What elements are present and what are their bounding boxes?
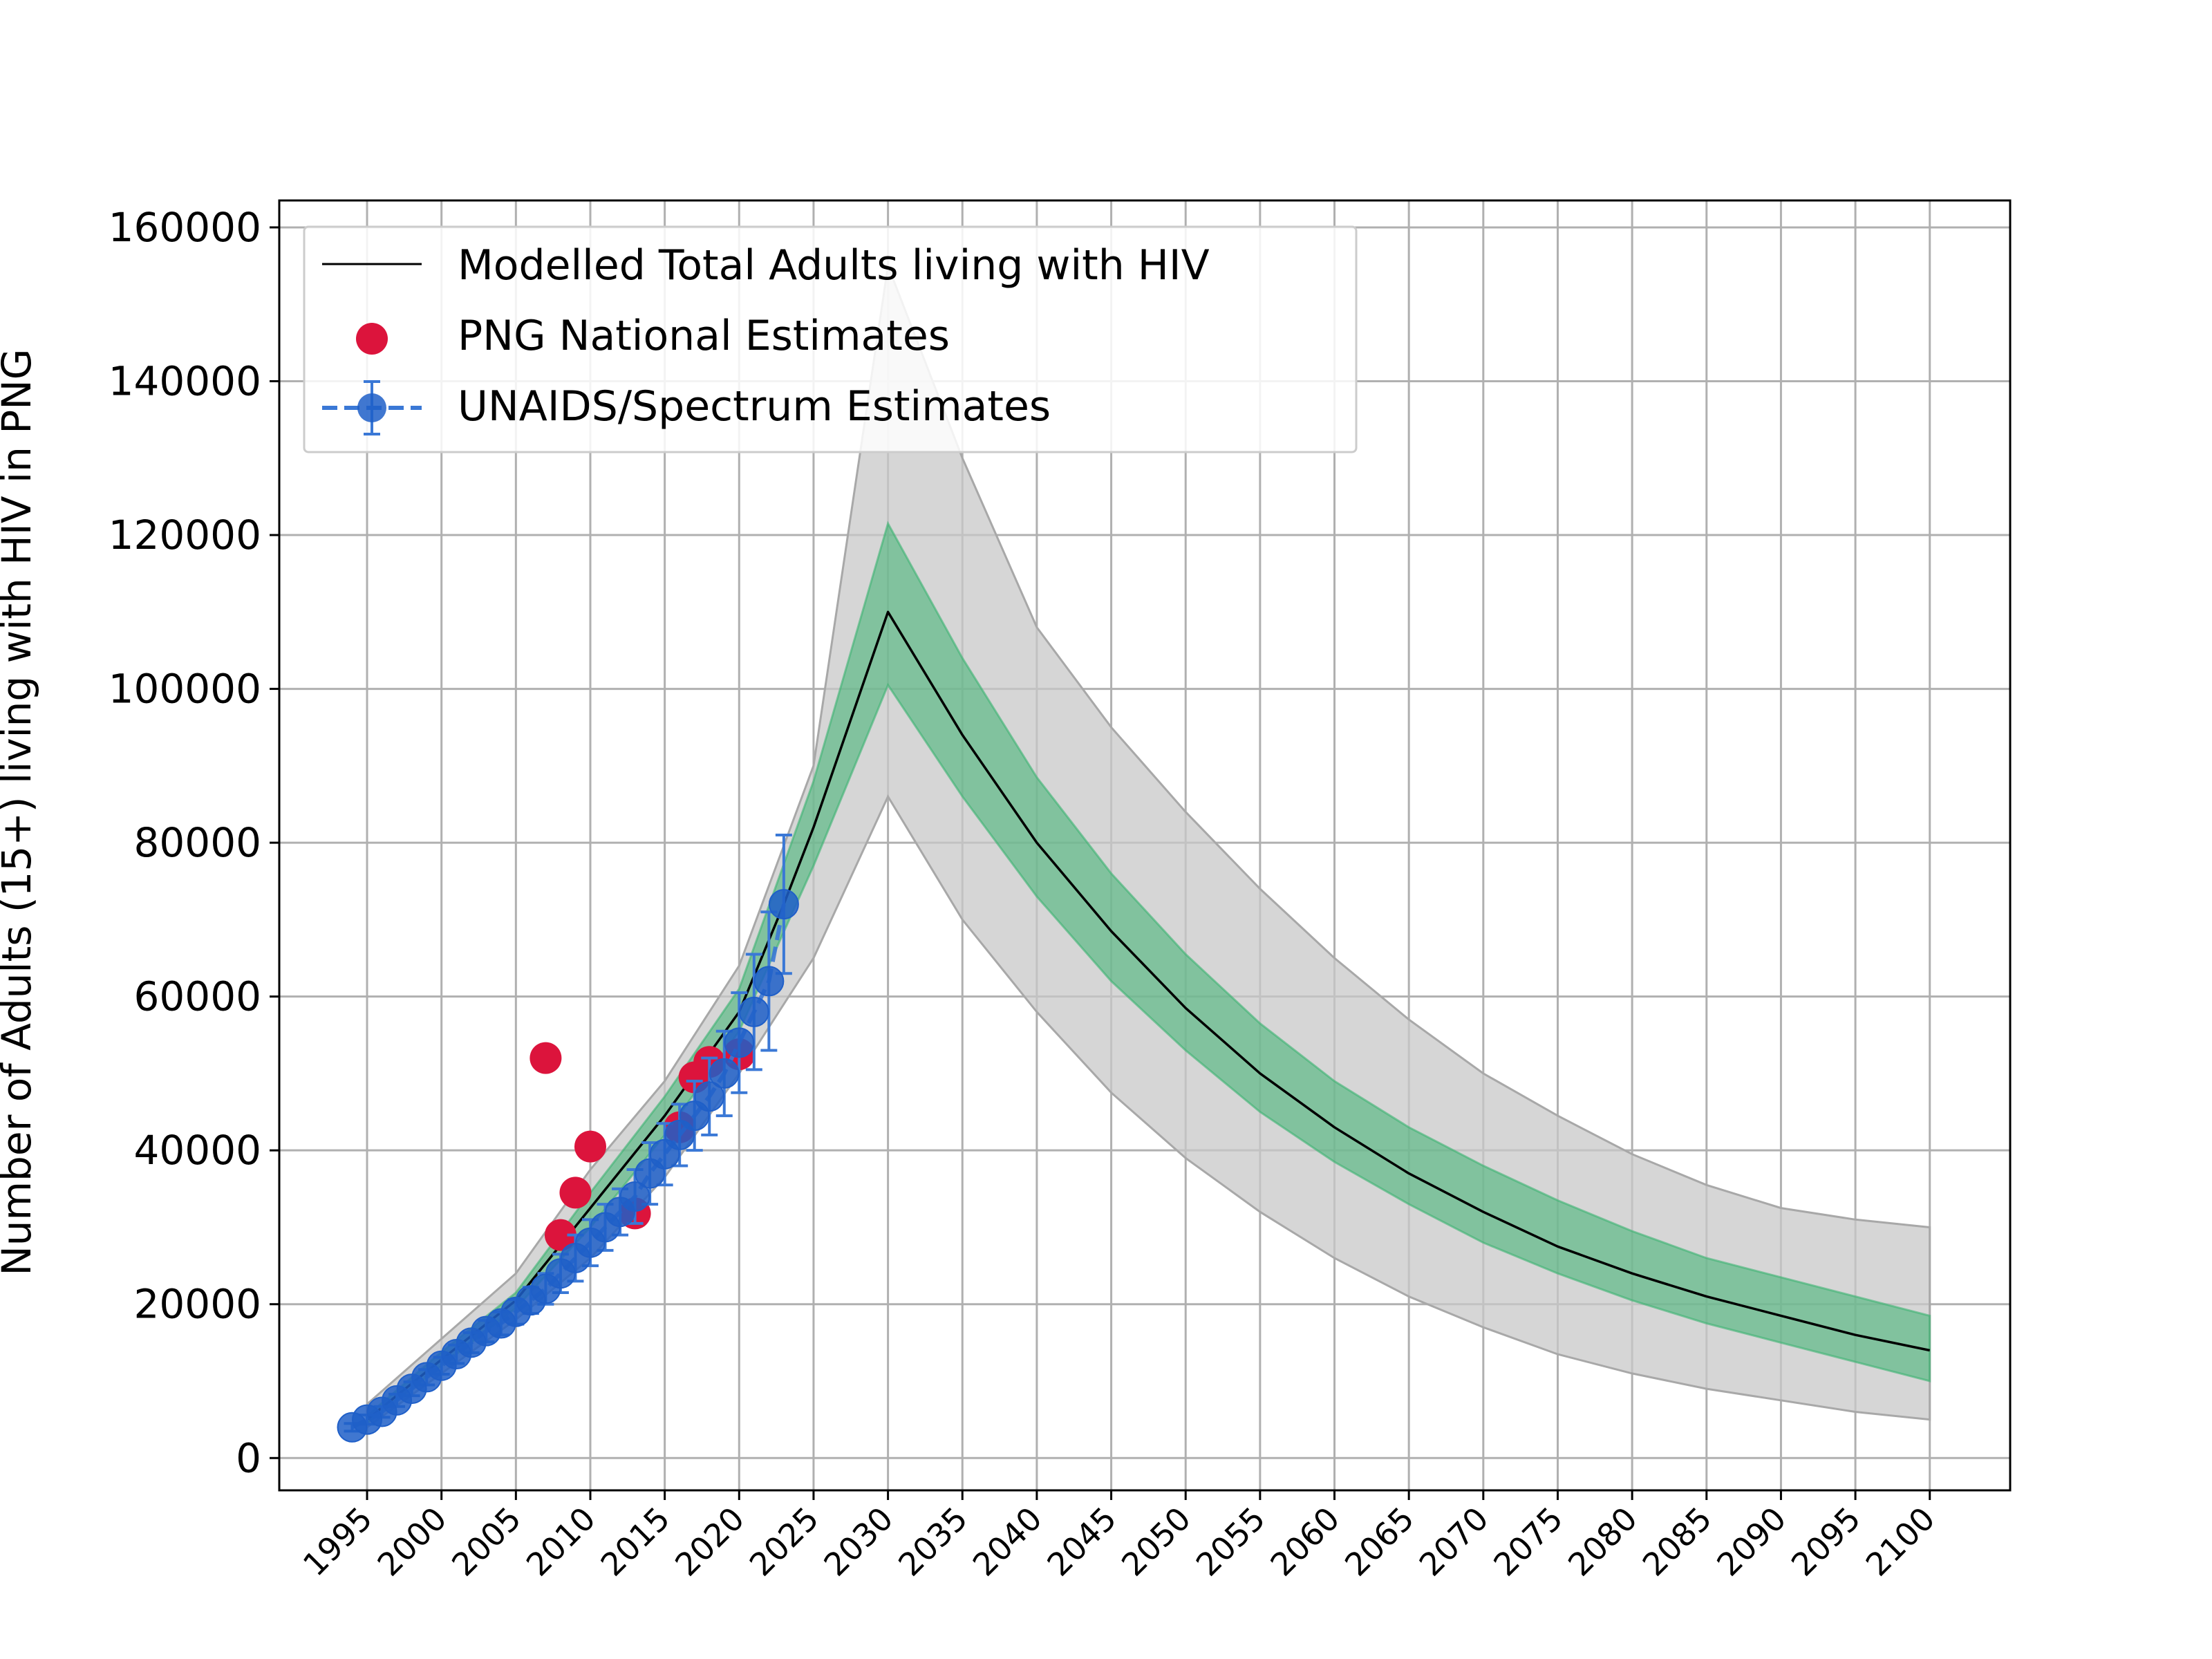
png-estimate-point (529, 1042, 562, 1074)
unaids-estimate-point (619, 1181, 650, 1212)
plot-frame (278, 199, 2012, 1492)
y-axis-ticks: 0 20000 40000 60000 80000 100000 120000 140000 1… (109, 204, 279, 1481)
y-tick-label: 100000 (109, 666, 261, 713)
y-tick-label: 80000 (133, 819, 261, 866)
legend-unaids-marker-swatch (322, 380, 422, 435)
unaids-estimate-point (724, 1027, 755, 1058)
y-tick-label: 20000 (133, 1281, 261, 1328)
y-tick-label: 0 (236, 1434, 261, 1481)
y-tick-label: 120000 (109, 512, 261, 559)
y-axis-label: Number of Adults (15+) living with HIV i… (0, 348, 40, 1275)
model-line-layer (366, 610, 1931, 1421)
y-tick-label: 40000 (133, 1127, 261, 1174)
inner-uncertainty-band (366, 521, 1931, 1426)
png-estimate-point (574, 1130, 606, 1163)
legend-label-unaids: UNAIDS/Spectrum Estimates (458, 382, 1051, 431)
unaids-estimate-point (709, 1058, 740, 1089)
legend: Modelled Total Adults living with HIV PN… (303, 225, 1358, 453)
unaids-estimate-point (738, 996, 769, 1027)
legend-label-model: Modelled Total Adults living with HIV (458, 241, 1210, 290)
y-tick-label: 160000 (109, 204, 261, 251)
unaids-estimate-point (768, 889, 799, 920)
unaids-estimate-point (753, 966, 785, 997)
png-estimate-point (559, 1177, 592, 1209)
unaids-estimate-point (694, 1081, 725, 1112)
legend-label-png: PNG National Estimates (458, 312, 950, 360)
model-line (366, 610, 1931, 1421)
legend-box (303, 225, 1358, 453)
png-estimate-point (544, 1219, 577, 1251)
y-tick-label: 60000 (133, 973, 261, 1020)
legend-unaids-dot (357, 393, 386, 422)
legend-png-marker-swatch (356, 323, 388, 355)
unaids-estimates-layer (337, 833, 799, 1443)
y-tick-label: 140000 (109, 357, 261, 404)
